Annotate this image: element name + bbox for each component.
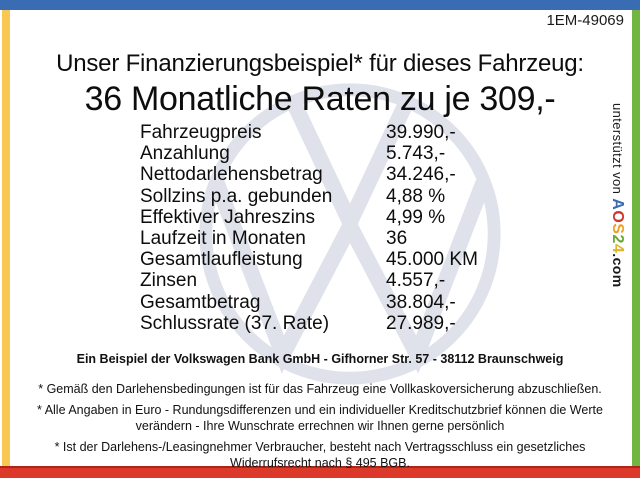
table-row: Fahrzeugpreis 39.990,- <box>140 122 478 143</box>
row-value: 34.246,- <box>386 164 456 186</box>
footnote: * Ist der Darlehens-/Leasingnehmer Verbr… <box>54 440 586 470</box>
row-value: 4.557,- <box>386 270 446 292</box>
top-accent-bar <box>0 0 640 10</box>
table-row: Zinsen 4.557,- <box>140 270 478 291</box>
row-value: 27.989,- <box>386 312 456 334</box>
monthly-rate-headline: 36 Monatliche Raten zu je 309,- <box>84 79 556 118</box>
row-label: Laufzeit in Monaten <box>140 228 306 250</box>
table-row: Laufzeit in Monaten 36 <box>140 228 478 249</box>
row-label: Nettodarlehensbetrag <box>140 164 323 186</box>
finance-table: Fahrzeugpreis 39.990,- Anzahlung 5.743,-… <box>140 122 478 334</box>
bank-address-line: Ein Beispiel der Volkswagen Bank GmbH - … <box>76 352 564 366</box>
table-row: Sollzins p.a. gebunden 4,88 % <box>140 186 478 207</box>
left-accent-stripe <box>2 10 10 466</box>
row-value: 36 <box>386 228 408 250</box>
row-value: 38.804,- <box>386 291 456 313</box>
row-label: Schlussrate (37. Rate) <box>140 312 330 334</box>
row-label: Gesamtbetrag <box>140 291 261 313</box>
right-accent-stripe <box>632 10 640 466</box>
table-row: Schlussrate (37. Rate) 27.989,- <box>140 313 478 334</box>
row-label: Effektiver Jahreszins <box>140 206 315 228</box>
table-row: Effektiver Jahreszins 4,99 % <box>140 207 478 228</box>
supporter-credit: unterstützt von AOS24.com <box>608 103 626 359</box>
aos24-logo: AOS24 <box>609 198 626 254</box>
vw-logo-icon <box>192 76 508 392</box>
supporter-credit-prefix: unterstützt von <box>610 103 625 199</box>
table-row: Gesamtlaufleistung 45.000 KM <box>140 249 478 270</box>
row-value: 45.000 KM <box>386 249 478 271</box>
aos24-domain-suffix: .com <box>610 253 626 288</box>
row-label: Sollzins p.a. gebunden <box>140 185 333 207</box>
row-label: Gesamtlaufleistung <box>140 249 303 271</box>
row-value: 4,88 % <box>386 185 446 207</box>
row-value: 4,99 % <box>386 206 446 228</box>
row-label: Fahrzeugpreis <box>140 122 262 143</box>
table-row: Anzahlung 5.743,- <box>140 143 478 164</box>
table-row: Gesamtbetrag 38.804,- <box>140 292 478 313</box>
legal-footer: Ein Beispiel der Volkswagen Bank GmbH - … <box>20 351 620 476</box>
footnote: * Alle Angaben in Euro - Rundungsdiffere… <box>37 403 603 433</box>
row-label: Anzahlung <box>140 143 230 165</box>
row-label: Zinsen <box>140 270 198 292</box>
table-row: Nettodarlehensbetrag 34.246,- <box>140 164 478 185</box>
bottom-accent-bar <box>0 466 640 478</box>
footnote: * Gemäß den Darlehensbedingungen ist für… <box>38 382 602 396</box>
row-value: 5.743,- <box>386 143 446 165</box>
row-value: 39.990,- <box>386 122 456 143</box>
document-number: 1EM-49069 <box>546 12 624 29</box>
offer-header: Unser Finanzierungsbeispiel* für dieses … <box>14 50 626 119</box>
offer-title: Unser Finanzierungsbeispiel* für dieses … <box>56 50 584 77</box>
